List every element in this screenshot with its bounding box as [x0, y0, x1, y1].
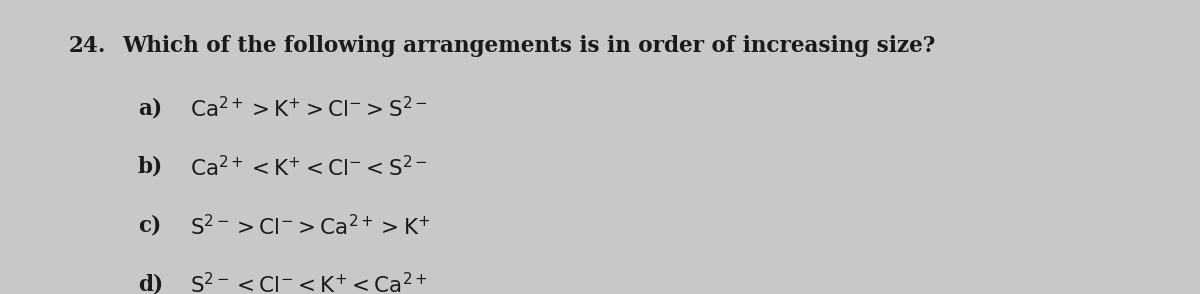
Text: c): c) [138, 215, 161, 237]
Text: $\mathrm{S}^{2-} > \mathrm{Cl}^{-} > \mathrm{Ca}^{2+} > \mathrm{K}^{+}$: $\mathrm{S}^{2-} > \mathrm{Cl}^{-} > \ma… [190, 215, 430, 240]
Text: $\mathrm{S}^{2-} < \mathrm{Cl}^{-} < \mathrm{K}^{+} < \mathrm{Ca}^{2+}$: $\mathrm{S}^{2-} < \mathrm{Cl}^{-} < \ma… [190, 273, 427, 294]
Text: d): d) [138, 273, 163, 294]
Text: $\mathrm{Ca}^{2+} > \mathrm{K}^{+} > \mathrm{Cl}^{-} > \mathrm{S}^{2-}$: $\mathrm{Ca}^{2+} > \mathrm{K}^{+} > \ma… [190, 97, 427, 122]
Text: b): b) [138, 156, 163, 178]
Text: a): a) [138, 97, 162, 119]
Text: Which of the following arrangements is in order of increasing size?: Which of the following arrangements is i… [122, 35, 936, 57]
Text: $\mathrm{Ca}^{2+} < \mathrm{K}^{+} < \mathrm{Cl}^{-} < \mathrm{S}^{2-}$: $\mathrm{Ca}^{2+} < \mathrm{K}^{+} < \ma… [190, 156, 427, 181]
Text: 24.: 24. [68, 35, 106, 57]
